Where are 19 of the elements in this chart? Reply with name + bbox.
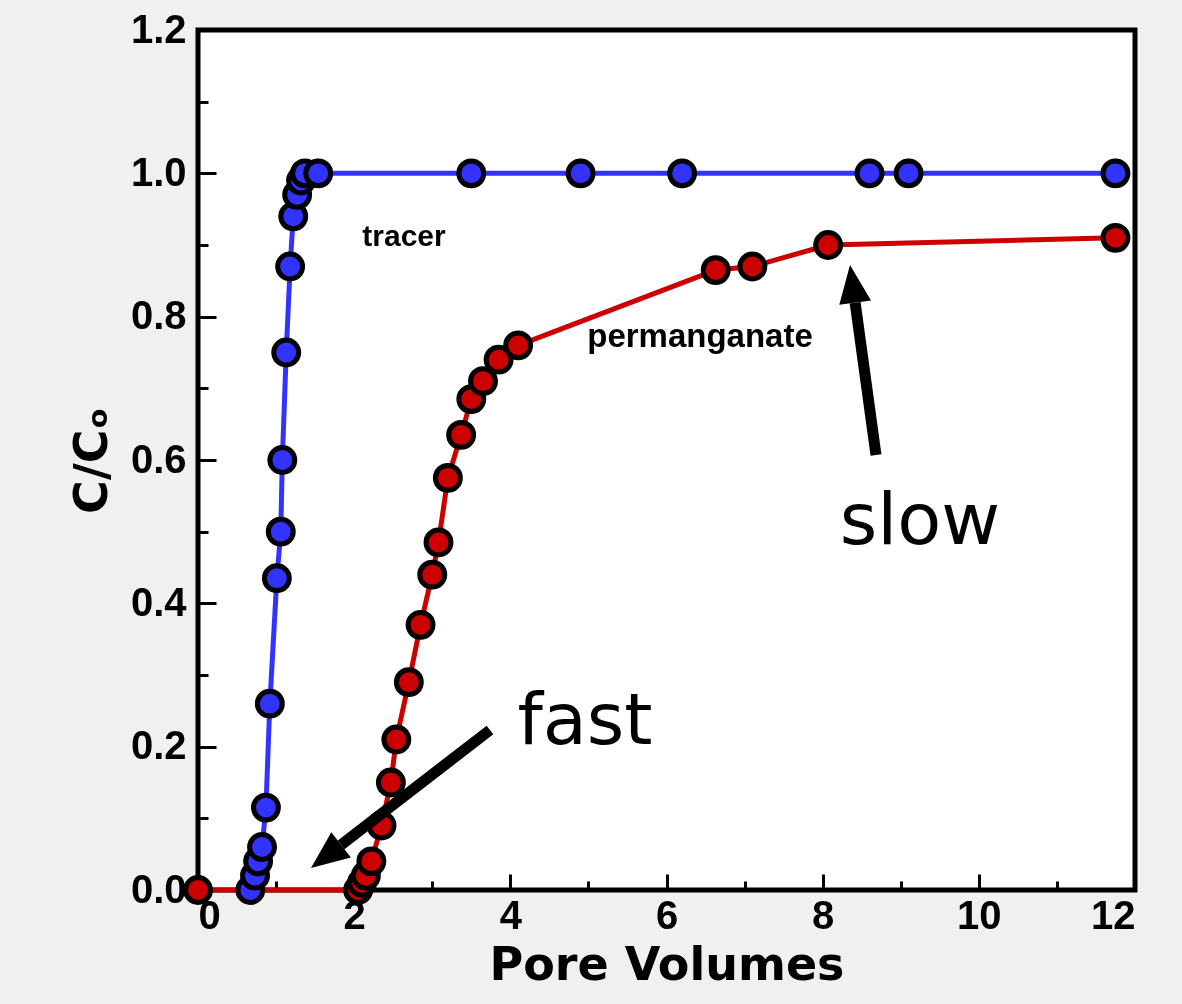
y-tick-label: 0.0: [130, 866, 187, 911]
x-tick-label: 0: [198, 892, 221, 937]
y-tick-label: 0.6: [130, 436, 187, 481]
y-tick-label: 0.4: [130, 579, 188, 624]
x-tick-label: 4: [499, 892, 523, 937]
y-axis-title: C/Cₒ: [63, 407, 118, 514]
x-tick-label: 10: [957, 892, 1002, 937]
annotation: fast: [517, 677, 653, 761]
x-tick-label: 12: [1091, 892, 1136, 937]
y-tick-label: 1.2: [130, 6, 187, 51]
y-tick-label: 0.8: [130, 293, 187, 338]
y-tick-label: 0.2: [130, 723, 187, 768]
y-tick-label: 1.0: [130, 149, 187, 194]
x-tick-label: 8: [812, 892, 835, 937]
annotation: slow: [839, 477, 1001, 561]
x-axis-title: Pore Volumes: [489, 936, 845, 991]
x-tick-label: 6: [655, 892, 679, 937]
annotation: permanganate: [587, 317, 813, 354]
annotation: tracer: [362, 219, 447, 252]
